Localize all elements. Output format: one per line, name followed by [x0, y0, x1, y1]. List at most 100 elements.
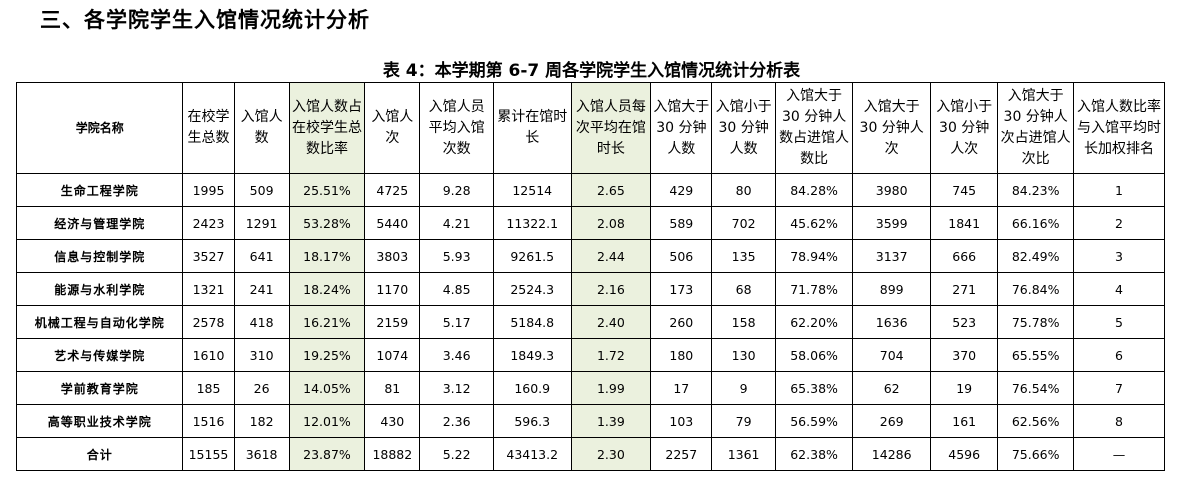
table-cell: 17 [650, 371, 713, 405]
table-cell: 1170 [364, 272, 421, 306]
table-cell: 12514 [492, 173, 572, 207]
col-header-weighted-rank: 入馆人数比率与入馆平均时长加权排名 [1072, 82, 1166, 174]
table-cell: 3803 [364, 239, 421, 273]
table-cell: 370 [929, 338, 999, 372]
table-cell: 45.62% [774, 206, 854, 240]
table-cell: 310 [233, 338, 290, 372]
table-cell: 1.99 [570, 371, 652, 405]
table-cell: 596.3 [492, 404, 572, 438]
table-cell: 173 [650, 272, 713, 306]
table-cell: 18.24% [288, 272, 366, 306]
table-cell: 430 [364, 404, 421, 438]
table-row: 经济与管理学院 2423 1291 53.28% 5440 4.21 11322.1 2.08… [15, 206, 1166, 240]
col-header-visits: 入馆人次 [364, 82, 421, 174]
table-cell: 5440 [364, 206, 421, 240]
table-cell: 1841 [929, 206, 999, 240]
table-cell: 75.78% [997, 305, 1074, 339]
table-cell: 1610 [182, 338, 235, 372]
table-cell: 19.25% [288, 338, 366, 372]
table-cell: 130 [711, 338, 776, 372]
table-row: 艺术与传媒学院 1610 310 19.25% 1074 3.46 1849.3 1.72 18… [15, 338, 1166, 372]
table-cell: 65.55% [997, 338, 1074, 372]
table-cell: 3.12 [419, 371, 494, 405]
table-cell: 62.20% [774, 305, 854, 339]
college-stats-table: 学院名称 在校学生总数 入馆人数 入馆人数占在校学生总数比率 入馆人次 入馆人员… [15, 82, 1166, 471]
table-cell: 1291 [233, 206, 290, 240]
table-cell: 1995 [182, 173, 235, 207]
table-cell: 3980 [852, 173, 931, 207]
table-cell: 271 [929, 272, 999, 306]
table-cell: 589 [650, 206, 713, 240]
table-cell: 2578 [182, 305, 235, 339]
table-cell: 745 [929, 173, 999, 207]
table-cell: 23.87% [288, 437, 366, 471]
table-cell: 66.16% [997, 206, 1074, 240]
table-cell: 58.06% [774, 338, 854, 372]
col-header-under30-people: 入馆小于 30 分钟人数 [711, 82, 776, 174]
table-cell: 1074 [364, 338, 421, 372]
table-cell: 7 [1072, 371, 1166, 405]
table-cell: 1 [1072, 173, 1166, 207]
table-row: 机械工程与自动化学院 2578 418 16.21% 2159 5.17 5184.8 2.4… [15, 305, 1166, 339]
table-cell: 3 [1072, 239, 1166, 273]
table-cell: 1516 [182, 404, 235, 438]
table-cell: 56.59% [774, 404, 854, 438]
table-cell: 3599 [852, 206, 931, 240]
table-cell: 2.30 [570, 437, 652, 471]
table-cell: 103 [650, 404, 713, 438]
table-cell: 3137 [852, 239, 931, 273]
table-cell: 9.28 [419, 173, 494, 207]
table-cell: 9 [711, 371, 776, 405]
table-cell: 76.54% [997, 371, 1074, 405]
table-cell: 1321 [182, 272, 235, 306]
col-header-under30-visits: 入馆小于 30 分钟人次 [929, 82, 999, 174]
table-row: 信息与控制学院 3527 641 18.17% 3803 5.93 9261.5 2.44 50… [15, 239, 1166, 273]
col-header-total-hours: 累计在馆时长 [492, 82, 572, 174]
table-cell: 5.22 [419, 437, 494, 471]
college-name-cell: 艺术与传媒学院 [15, 338, 184, 372]
table-cell: 14286 [852, 437, 931, 471]
table-header-row: 学院名称 在校学生总数 入馆人数 入馆人数占在校学生总数比率 入馆人次 入馆人员… [15, 82, 1166, 174]
col-header-avg-visits: 入馆人员平均入馆次数 [419, 82, 494, 174]
table-cell: 4725 [364, 173, 421, 207]
table-cell: 19 [929, 371, 999, 405]
table-cell: 78.94% [774, 239, 854, 273]
table-cell: 76.84% [997, 272, 1074, 306]
table-cell: 2.36 [419, 404, 494, 438]
table-cell: 84.28% [774, 173, 854, 207]
college-name-cell: 学前教育学院 [15, 371, 184, 405]
table-cell: 81 [364, 371, 421, 405]
section-heading: 三、各学院学生入馆情况统计分析 [40, 8, 370, 32]
table-caption: 表 4：本学期第 6-7 周各学院学生入馆情况统计分析表 [382, 61, 801, 81]
college-name-cell: 经济与管理学院 [15, 206, 184, 240]
table-cell: 260 [650, 305, 713, 339]
table-cell: 4.85 [419, 272, 494, 306]
table-cell: 65.38% [774, 371, 854, 405]
table-cell: 2423 [182, 206, 235, 240]
table-cell: 1361 [711, 437, 776, 471]
table-cell: 62.38% [774, 437, 854, 471]
table-cell: 702 [711, 206, 776, 240]
table-cell: 11322.1 [492, 206, 572, 240]
table-cell: 12.01% [288, 404, 366, 438]
college-name-cell: 能源与水利学院 [15, 272, 184, 306]
table-cell: 53.28% [288, 206, 366, 240]
table-cell: 8 [1072, 404, 1166, 438]
table-row: 学前教育学院 185 26 14.05% 81 3.12 160.9 1.99 17 9 65.38… [15, 371, 1166, 405]
table-cell: 418 [233, 305, 290, 339]
college-name-cell: 合计 [15, 437, 184, 471]
table-cell: 3527 [182, 239, 235, 273]
table-cell: 15155 [182, 437, 235, 471]
table-cell: 18882 [364, 437, 421, 471]
table-row: 生命工程学院 1995 509 25.51% 4725 9.28 12514 2.65 429 8… [15, 173, 1166, 207]
table-cell: 2.44 [570, 239, 652, 273]
table-cell: 6 [1072, 338, 1166, 372]
table-cell: 2159 [364, 305, 421, 339]
col-header-over30-visits: 入馆大于 30 分钟人次 [852, 82, 931, 174]
table-cell: 62 [852, 371, 931, 405]
table-cell: 2.65 [570, 173, 652, 207]
table-cell: 62.56% [997, 404, 1074, 438]
table-cell: 9261.5 [492, 239, 572, 273]
col-header-enrolled: 在校学生总数 [182, 82, 235, 174]
table-total-row: 合计 15155 3618 23.87% 18882 5.22 43413.2 2.30 225… [15, 437, 1166, 471]
